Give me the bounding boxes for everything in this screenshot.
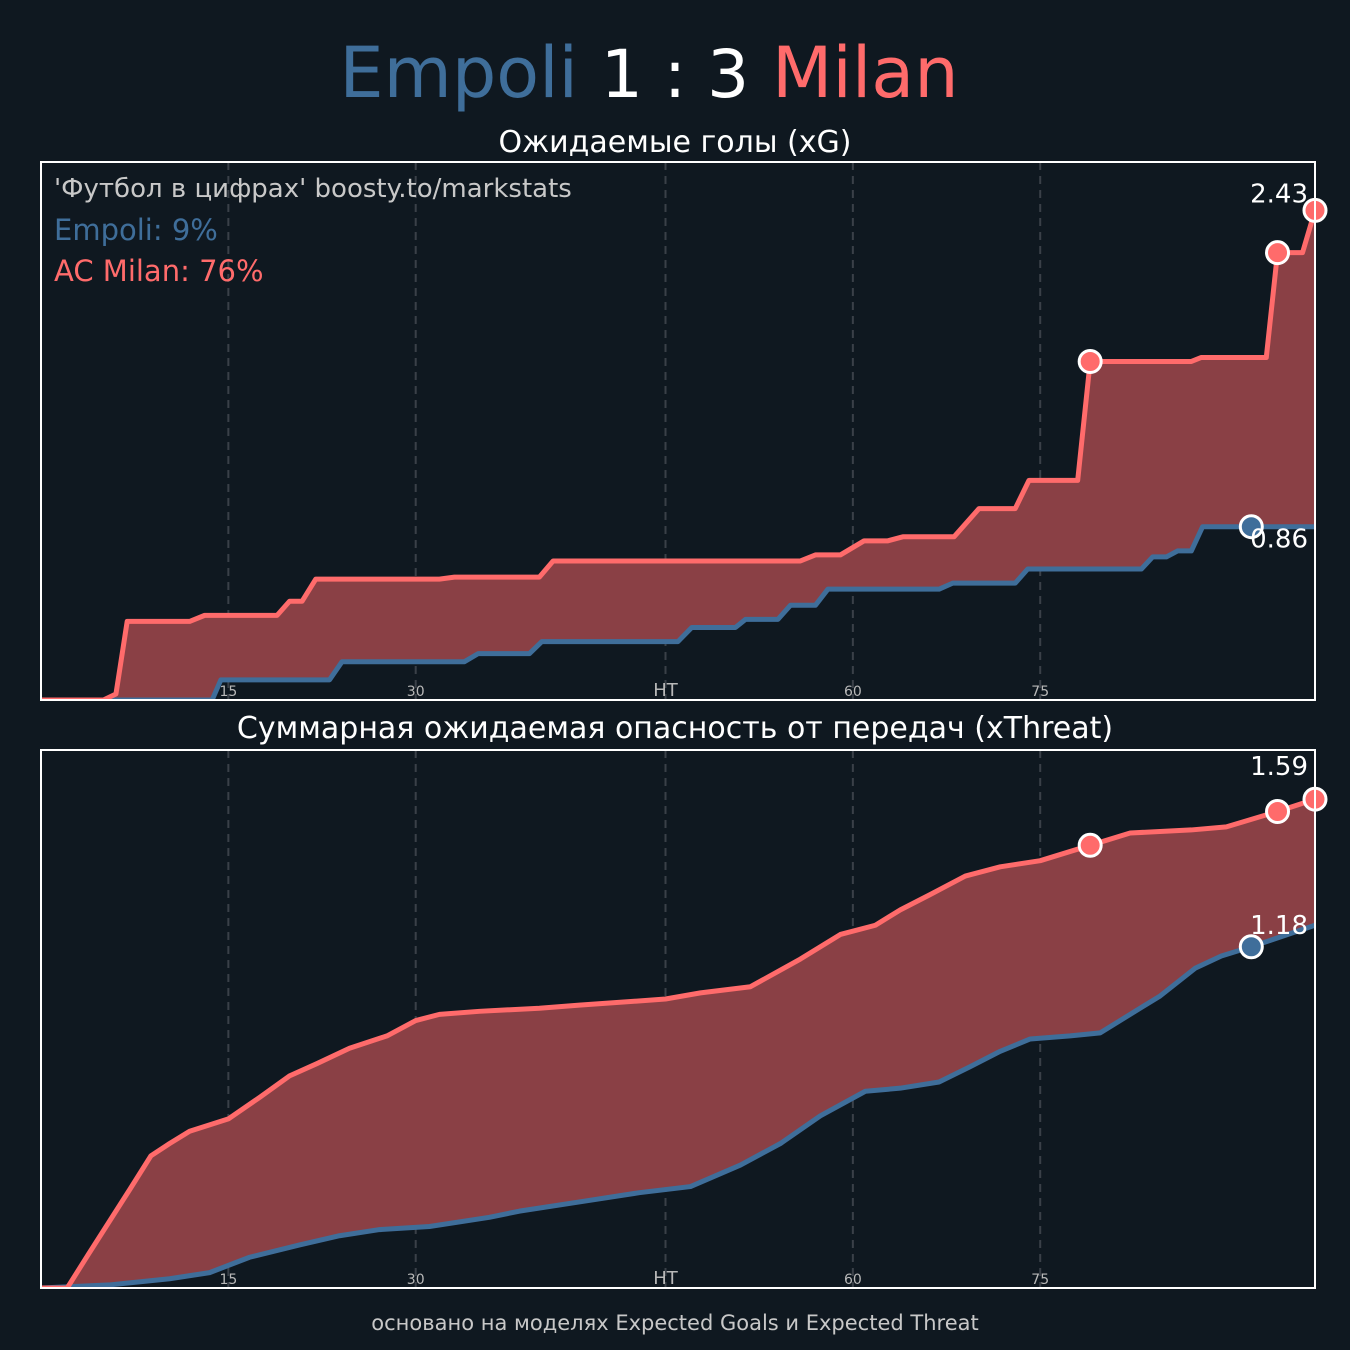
score: 1 : 3 <box>601 36 749 113</box>
x-tick-label: 15 <box>219 1272 237 1288</box>
goal-marker <box>1238 934 1264 960</box>
home-team: Empoli <box>339 32 578 114</box>
end-value-label: 1.59 <box>1250 752 1308 782</box>
away-team: Milan <box>772 32 959 114</box>
end-value-label: 0.86 <box>1250 525 1308 555</box>
legend-entry: AC Milan: 76% <box>54 254 264 288</box>
series-line <box>41 796 1315 1288</box>
goal-marker <box>1238 514 1264 540</box>
x-tick-label: 60 <box>844 684 862 700</box>
goal-marker <box>1077 832 1103 858</box>
chart-title: Ожидаемые голы (xG) <box>499 125 852 160</box>
series-line <box>41 922 1315 1288</box>
goal-marker <box>1077 348 1103 374</box>
chart-title: Суммарная ожидаемая опасность от передач… <box>237 711 1113 746</box>
plot-frame <box>40 749 1316 1289</box>
plot-frame <box>40 161 1316 701</box>
x-tick-label: 60 <box>844 1272 862 1288</box>
goal-marker <box>1265 798 1291 824</box>
x-tick-label: 15 <box>219 684 237 700</box>
x-tick-label: HT <box>653 680 679 701</box>
source-label: 'Футбол в цифрах' boosty.to/markstats <box>54 174 572 204</box>
series-line <box>41 524 1315 700</box>
footer: основано на моделях Expected Goals и Exp… <box>371 1311 978 1335</box>
x-tick-label: HT <box>653 1268 679 1289</box>
x-tick-label: 30 <box>407 684 425 700</box>
goal-marker <box>1265 240 1291 266</box>
end-value-label: 2.43 <box>1250 179 1308 209</box>
x-tick-label: 75 <box>1031 1272 1049 1288</box>
x-tick-label: 75 <box>1031 684 1049 700</box>
series-line <box>41 209 1315 700</box>
x-tick-label: 30 <box>407 1272 425 1288</box>
end-value-label: 1.18 <box>1250 911 1308 941</box>
fill-between <box>41 210 1315 700</box>
fill-between <box>41 799 1315 1288</box>
legend-entry: Empoli: 9% <box>54 213 218 247</box>
